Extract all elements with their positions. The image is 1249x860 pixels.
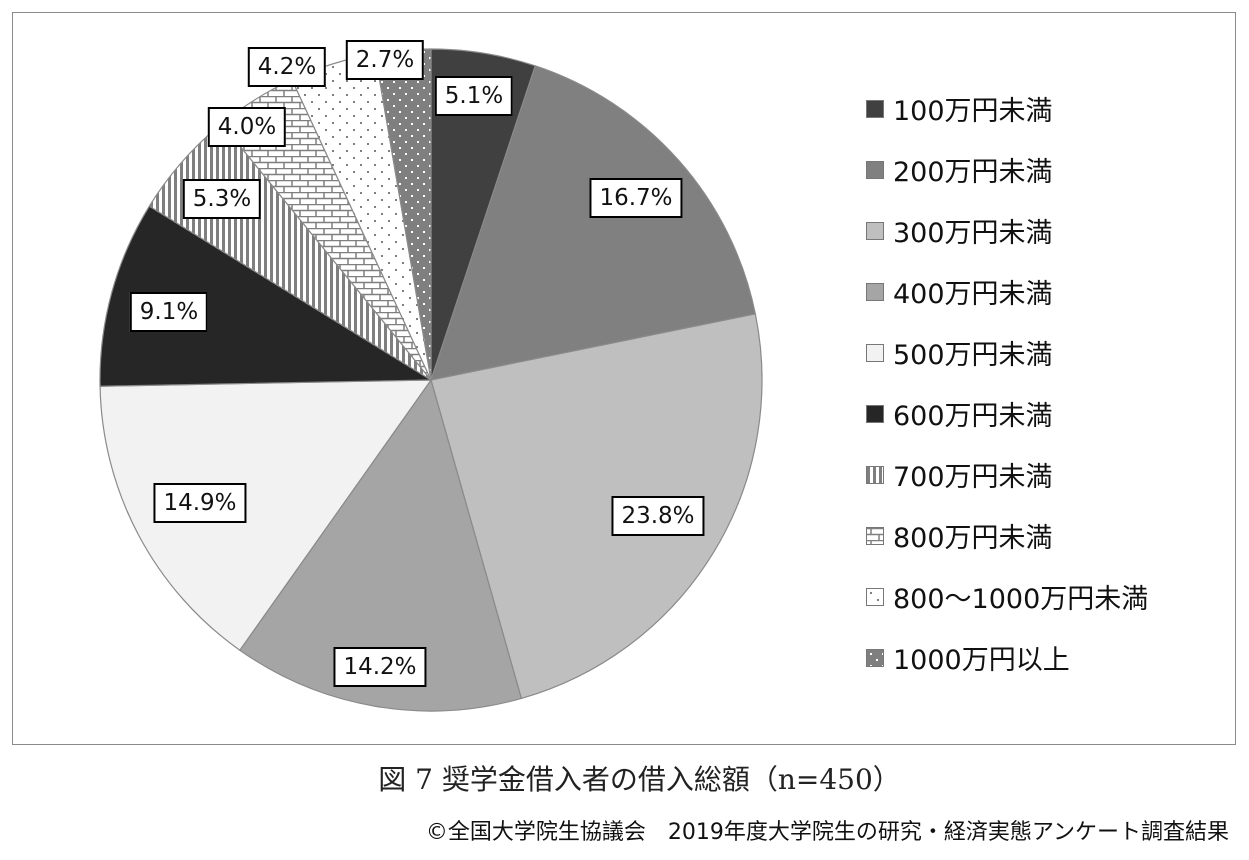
legend-item: 100万円未満: [866, 78, 1148, 139]
legend-item: 600万円未満: [866, 383, 1148, 444]
data-label: 14.9%: [153, 483, 247, 523]
legend-label: 500万円未満: [893, 340, 1053, 371]
legend-label: 800～1000万円未満: [893, 584, 1149, 615]
data-label: 14.2%: [333, 647, 427, 687]
data-label: 9.1%: [129, 292, 209, 332]
pie-slice: [99, 205, 434, 387]
source-note: ©全国大学院生協議会 2019年度大学院生の研究・経済実態アンケート調査結果: [425, 820, 1229, 845]
legend-item: 800万円未満: [866, 505, 1148, 566]
legend-item: 1000万円以上: [866, 627, 1148, 688]
chart-title: 図 7 奨学金借入者の借入総額（n=450）: [378, 763, 901, 796]
legend-swatch: [866, 526, 884, 545]
legend-swatch: [866, 465, 884, 484]
legend: 100万円未満 200万円未満 300万円未満 400万円未満 500万円未満 600万円…: [866, 78, 1148, 688]
pie-slice: [430, 65, 757, 381]
legend-swatch: [866, 160, 884, 179]
pie-slice: [238, 378, 523, 712]
legend-item: 300万円未満: [866, 200, 1148, 261]
data-label: 5.3%: [182, 179, 262, 219]
data-label: 4.2%: [247, 47, 327, 87]
legend-label: 800万円未満: [893, 523, 1053, 554]
legend-swatch: [866, 343, 884, 362]
legend-label: 300万円未満: [893, 218, 1053, 249]
data-label: 5.1%: [434, 76, 514, 116]
data-label: 16.7%: [589, 178, 683, 218]
legend-item: 200万円未満: [866, 139, 1148, 200]
data-label: 2.7%: [345, 40, 425, 80]
chart-frame: [12, 12, 1236, 745]
data-label: 4.0%: [207, 107, 287, 147]
legend-label: 700万円未満: [893, 462, 1053, 493]
legend-label: 200万円未満: [893, 157, 1053, 188]
legend-label: 100万円未満: [893, 96, 1053, 127]
legend-item: 400万円未満: [866, 261, 1148, 322]
legend-label: 600万円未満: [893, 401, 1053, 432]
legend-swatch: [866, 587, 884, 606]
pie-slice: [99, 379, 433, 652]
legend-swatch: [866, 221, 884, 240]
legend-label: 400万円未満: [893, 279, 1053, 310]
legend-label: 1000万円以上: [893, 645, 1070, 676]
legend-swatch: [866, 99, 884, 118]
legend-item: 500万円未満: [866, 322, 1148, 383]
legend-swatch: [866, 648, 884, 667]
legend-swatch: [866, 404, 884, 423]
legend-item: 800～1000万円未満: [866, 566, 1148, 627]
legend-item: 700万円未満: [866, 444, 1148, 505]
data-label: 23.8%: [611, 496, 705, 536]
pie-slice: [430, 313, 763, 700]
legend-swatch: [866, 282, 884, 301]
